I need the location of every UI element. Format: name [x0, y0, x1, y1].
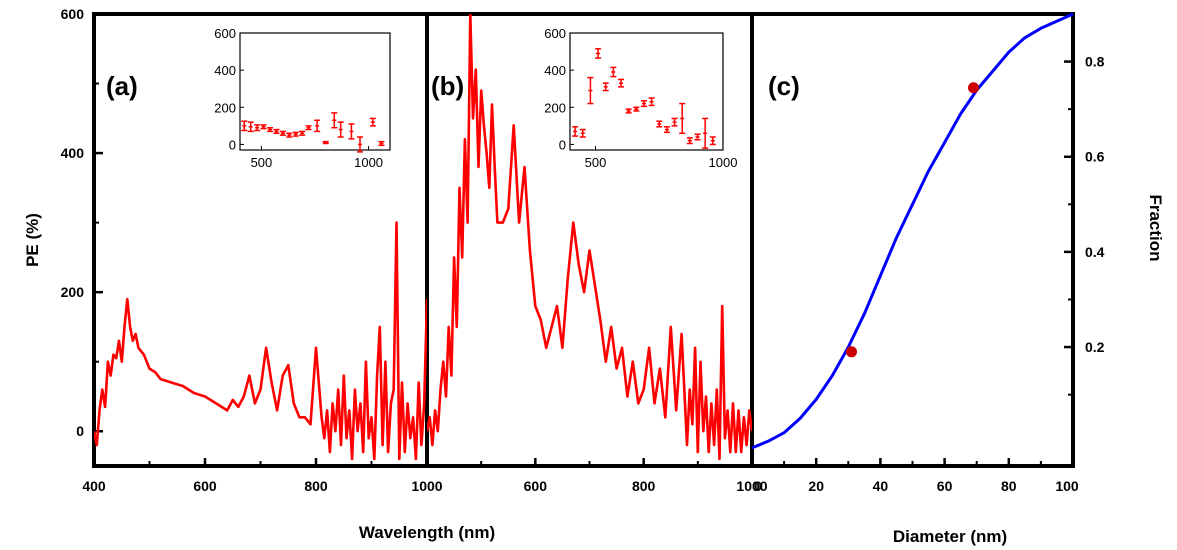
- inset-error-bar: [587, 76, 594, 105]
- y-tick-label: 200: [61, 284, 85, 300]
- inset-error-bar: [267, 126, 273, 133]
- inset-error-bar: [702, 117, 709, 149]
- inset-frame: [569, 32, 724, 151]
- inset-error-bar: [595, 48, 602, 59]
- inset-error-bar: [671, 117, 678, 127]
- pe-line-b: [427, 14, 752, 461]
- inset-error-bar: [648, 97, 655, 107]
- inset-error-bar: [378, 140, 385, 147]
- y-tick-label-right: 0.8: [1085, 54, 1105, 70]
- x-tick-label: 40: [873, 478, 889, 494]
- inset-error-bar: [602, 82, 609, 92]
- inset-error-bar: [625, 108, 632, 114]
- panel-frame-2: [750, 12, 1075, 468]
- inset-error-bar: [694, 133, 701, 141]
- inset-y-tick-label: 600: [544, 26, 566, 41]
- y-tick-label-right: 0.4: [1085, 244, 1105, 260]
- inset-error-bar: [260, 124, 267, 130]
- y-tick-label-right: 0.6: [1085, 149, 1105, 165]
- x-tick-label: 800: [304, 478, 328, 494]
- plot-frames: [92, 12, 1075, 468]
- inset-y-tick-label: 200: [214, 100, 236, 115]
- inset-error-bar: [279, 130, 286, 136]
- panel-label-b: (b): [431, 71, 464, 101]
- inset-error-bar: [241, 120, 248, 132]
- inset-error-bar: [579, 128, 586, 138]
- inset-error-bar: [686, 137, 693, 145]
- x-axis-title-wavelength: Wavelength (nm): [359, 523, 495, 542]
- inset-error-bar: [337, 121, 344, 138]
- inset-x-tick-label: 1000: [709, 155, 738, 170]
- inset-error-bar: [357, 136, 363, 153]
- inset-error-bar: [254, 124, 261, 132]
- panel-label-c: (c): [768, 71, 800, 101]
- inset-y-tick-label: 600: [214, 26, 236, 41]
- inset-error-bar: [610, 66, 617, 78]
- panel-label-a: (a): [106, 71, 138, 101]
- inset-error-bar: [247, 121, 254, 133]
- inset-error-bar: [709, 136, 716, 146]
- inset-error-bar: [305, 125, 312, 131]
- y-axis-title-pe: PE (%): [23, 213, 42, 267]
- plot-data: [94, 12, 1074, 461]
- inset-error-bar: [348, 123, 355, 140]
- inset-y-tick-label: 400: [214, 63, 236, 78]
- y-tick-label: 0: [76, 423, 84, 439]
- inset-y-tick-label: 200: [544, 100, 566, 115]
- inset-error-bar: [322, 140, 329, 145]
- y-tick-label: 600: [61, 6, 85, 22]
- inset-frame: [239, 32, 391, 151]
- inset-y-tick-label: 0: [229, 137, 236, 152]
- x-tick-label: 800: [632, 478, 656, 494]
- inset-error-bar: [369, 117, 376, 127]
- x-tick-label: 1000: [736, 478, 767, 494]
- y-axis-title-fraction: Fraction: [1146, 194, 1165, 261]
- inset-error-bar: [618, 78, 624, 88]
- x-tick-label: 1000: [411, 478, 442, 494]
- inset-error-bar: [286, 132, 293, 138]
- pe-line-a: [94, 221, 427, 461]
- x-tick-label-zero: 0: [754, 478, 762, 494]
- inset-error-bar: [273, 128, 280, 135]
- inset-x-tick-label: 500: [585, 155, 607, 170]
- x-tick-label: 100: [1055, 478, 1079, 494]
- inset-error-bar: [656, 120, 663, 128]
- fraction-curve: [751, 12, 1074, 450]
- inset-y-tick-label: 0: [559, 137, 566, 152]
- inset-error-bar: [633, 106, 640, 112]
- inset-error-bar: [679, 102, 686, 135]
- x-tick-label: 600: [193, 478, 217, 494]
- inset-x-tick-label: 500: [251, 155, 273, 170]
- inset-y-tick-label: 400: [544, 63, 566, 78]
- x-tick-label: 60: [937, 478, 953, 494]
- inset-error-bar: [314, 119, 321, 133]
- fraction-data-point: [846, 346, 858, 358]
- inset-x-tick-label: 1000: [354, 155, 383, 170]
- fraction-data-point: [967, 82, 979, 94]
- inset-error-bar: [292, 131, 299, 137]
- x-tick-label: 600: [524, 478, 548, 494]
- inset-error-bar: [640, 100, 647, 108]
- inset-error-bar: [663, 126, 670, 134]
- y-tick-label: 400: [61, 145, 85, 161]
- x-tick-label: 80: [1001, 478, 1017, 494]
- x-tick-label: 400: [82, 478, 106, 494]
- x-axis-title-diameter: Diameter (nm): [893, 527, 1007, 546]
- x-tick-label: 20: [808, 478, 824, 494]
- inset-error-bar: [299, 130, 306, 136]
- y-tick-label-right: 0.2: [1085, 339, 1105, 355]
- inset-error-bar: [572, 126, 579, 137]
- inset-error-bar: [331, 112, 338, 129]
